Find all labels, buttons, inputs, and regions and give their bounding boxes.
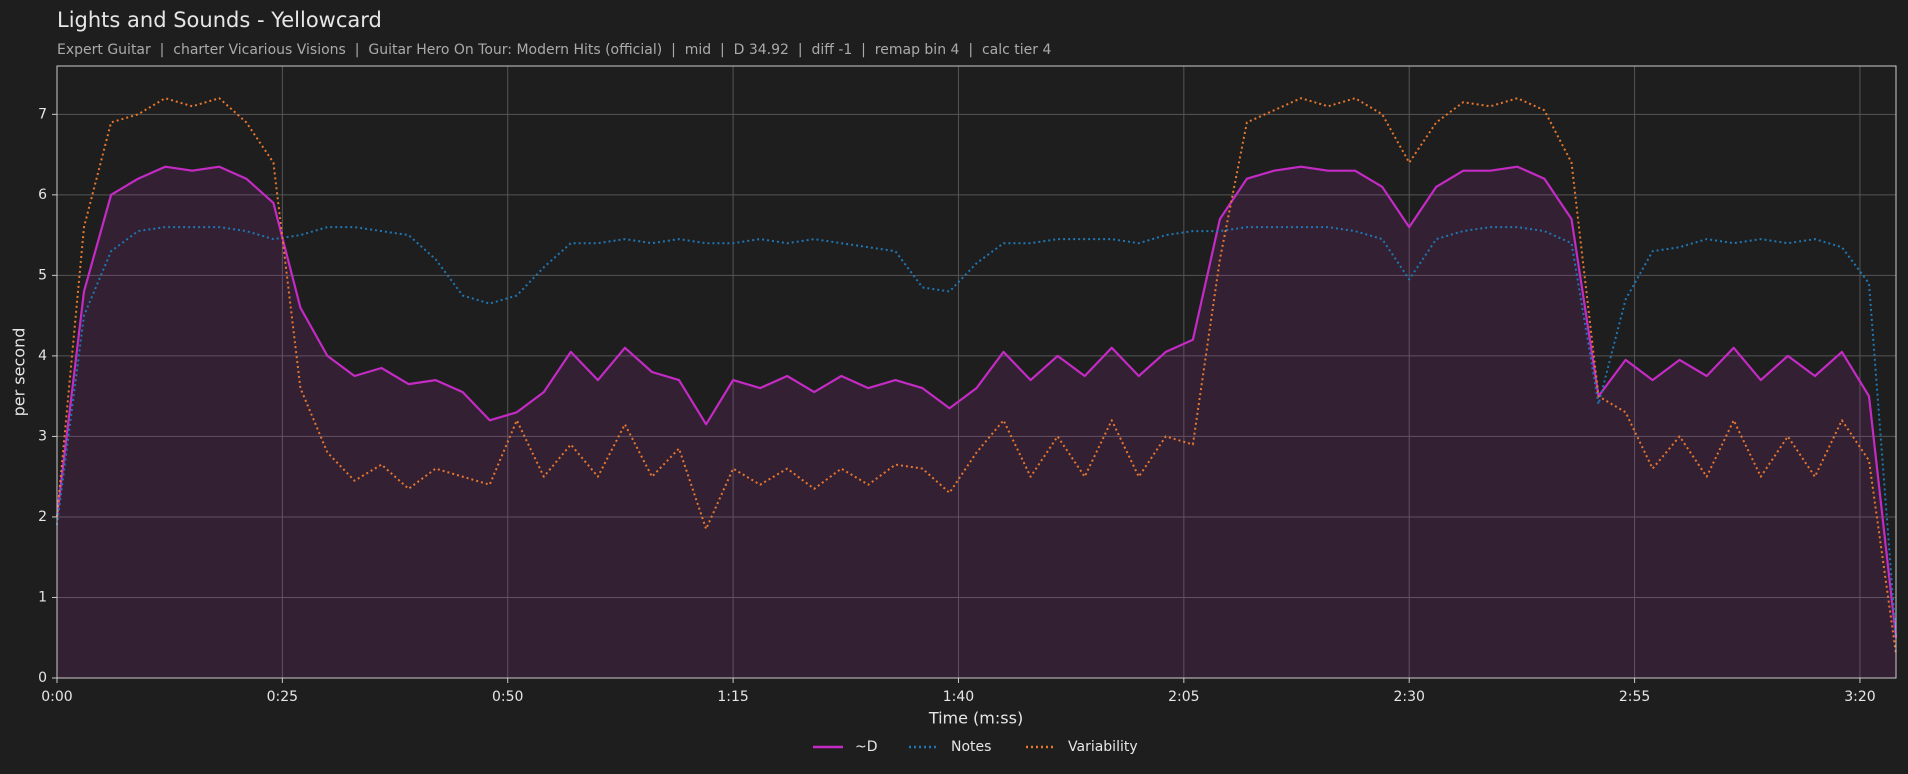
x-tick-label: 0:50 <box>492 689 523 705</box>
x-tick-label: 2:55 <box>1619 689 1650 705</box>
chart-title: Lights and Sounds - Yellowcard <box>57 8 382 32</box>
legend-label: ~D <box>855 739 878 755</box>
y-tick-label: 6 <box>38 187 47 203</box>
y-tick-label: 7 <box>38 106 47 122</box>
x-tick-label: 2:30 <box>1393 689 1424 705</box>
x-tick-label: 1:40 <box>943 689 974 705</box>
y-axis-label: per second <box>10 328 29 417</box>
y-tick-label: 3 <box>38 428 47 444</box>
y-tick-label: 5 <box>38 267 47 283</box>
x-axis-label: Time (m:ss) <box>928 709 1023 728</box>
line <box>56 97 1897 654</box>
chart-subtitle: Expert Guitar | charter Vicarious Vision… <box>57 42 1051 58</box>
x-tick-label: 1:15 <box>717 689 748 705</box>
x-tick-label: 3:20 <box>1844 689 1875 705</box>
line <box>55 165 1898 638</box>
x-tick-label: 2:05 <box>1168 689 1199 705</box>
area <box>57 166 1896 678</box>
line <box>56 226 1897 638</box>
y-tick-label: 0 <box>38 670 47 686</box>
y-tick-label: 4 <box>38 348 47 364</box>
x-tick-label: 0:25 <box>267 689 298 705</box>
legend-label: Notes <box>951 739 991 755</box>
y-tick-label: 2 <box>38 509 47 525</box>
plot-frame <box>56 65 1897 679</box>
x-tick-label: 0:00 <box>41 689 72 705</box>
legend-label: Variability <box>1068 739 1138 755</box>
y-tick-label: 1 <box>38 589 47 605</box>
